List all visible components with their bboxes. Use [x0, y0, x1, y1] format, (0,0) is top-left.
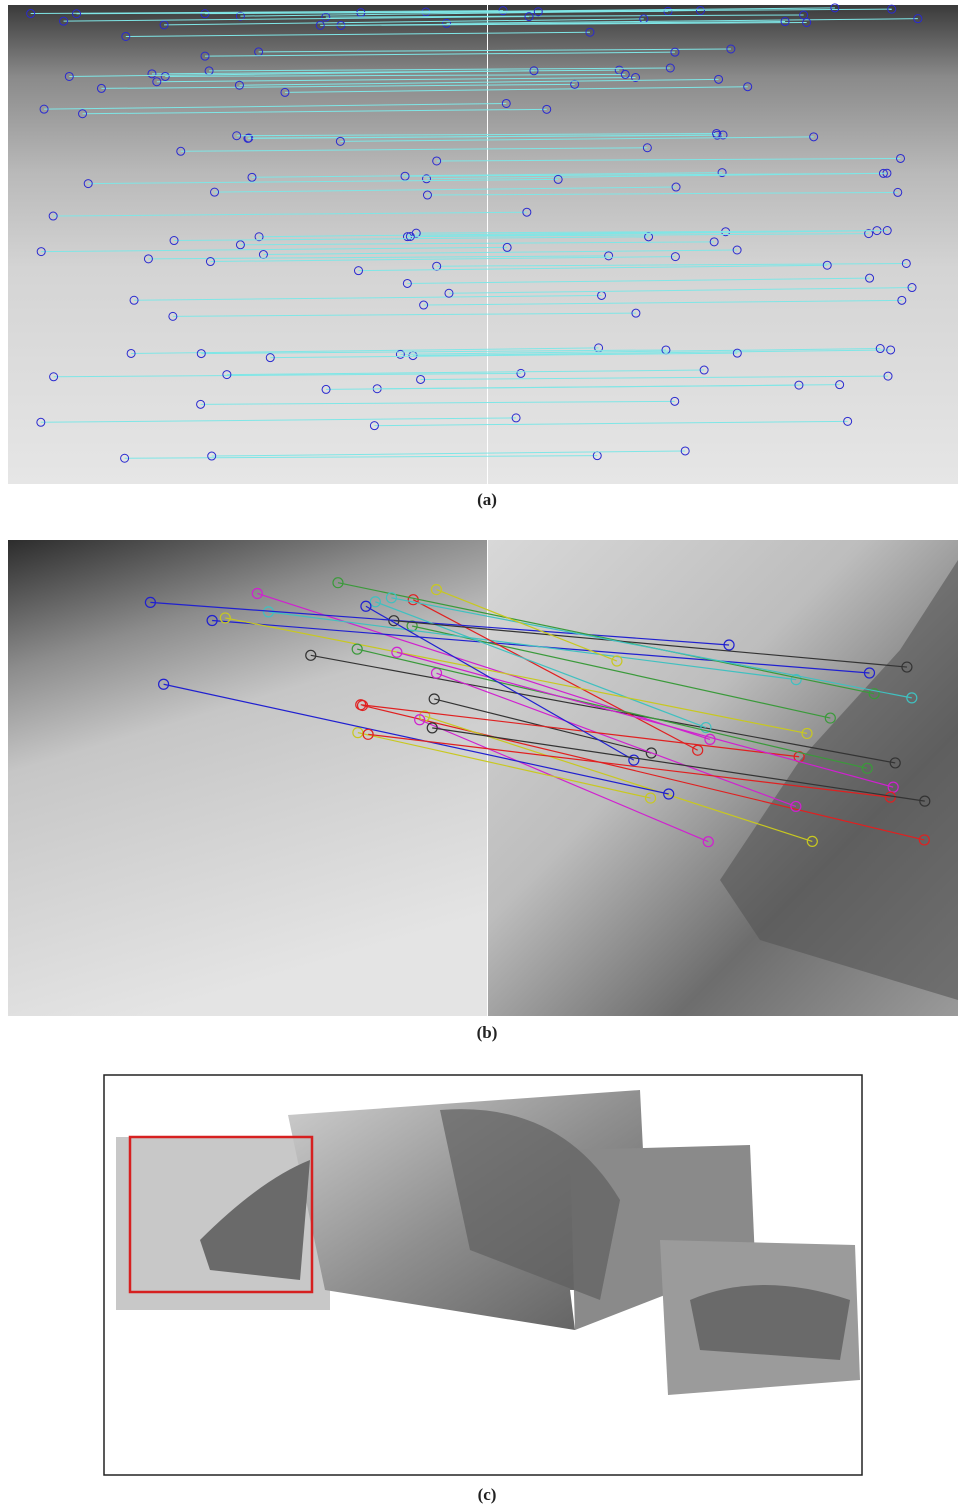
rock — [690, 1285, 850, 1360]
panel-label: (c) — [478, 1485, 497, 1504]
panel-label: (b) — [477, 1023, 498, 1042]
page: {"panels": [{"label": "(a)"}, {"label": … — [0, 0, 959, 1508]
image-left — [8, 540, 487, 1016]
image-right — [488, 5, 958, 484]
figure: (a) (b) (c) — [0, 0, 959, 1508]
panel-b — [8, 540, 958, 1016]
panel-a — [8, 4, 958, 484]
panel-c — [104, 1075, 862, 1475]
panel-label: (a) — [477, 490, 497, 509]
